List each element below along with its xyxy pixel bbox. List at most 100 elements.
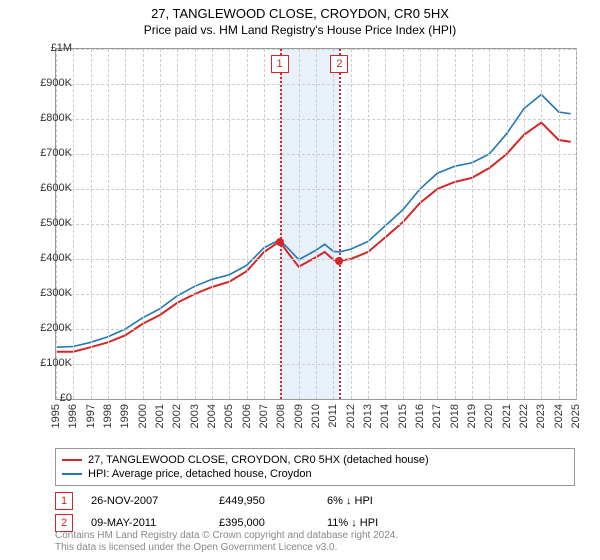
- x-axis-label: 2006: [241, 404, 253, 428]
- x-axis-label: 2009: [293, 404, 305, 428]
- legend-item: HPI: Average price, detached house, Croy…: [62, 467, 568, 481]
- x-axis-label: 2019: [466, 404, 478, 428]
- sale-delta: 6% ↓ HPI: [327, 495, 373, 507]
- gridline-vertical: [73, 49, 74, 399]
- x-axis-label: 1997: [85, 404, 97, 428]
- gridline-vertical: [333, 49, 334, 399]
- y-axis-label: £700K: [22, 147, 72, 159]
- gridline-vertical: [125, 49, 126, 399]
- x-axis-label: 2004: [206, 404, 218, 428]
- legend-label: 27, TANGLEWOOD CLOSE, CROYDON, CR0 5HX (…: [88, 454, 429, 466]
- y-axis-label: £0: [22, 392, 72, 404]
- x-axis-label: 2008: [275, 404, 287, 428]
- gridline-vertical: [229, 49, 230, 399]
- legend-label: HPI: Average price, detached house, Croy…: [88, 468, 312, 480]
- x-axis-label: 1998: [102, 404, 114, 428]
- sale-marker-label: 2: [330, 55, 348, 73]
- y-axis-label: £500K: [22, 217, 72, 229]
- gridline-vertical: [247, 49, 248, 399]
- x-axis-label: 2005: [223, 404, 235, 428]
- gridline-vertical: [455, 49, 456, 399]
- gridline-vertical: [264, 49, 265, 399]
- chart-title: 27, TANGLEWOOD CLOSE, CROYDON, CR0 5HX: [0, 0, 600, 21]
- sale-marker-line: [280, 49, 282, 399]
- x-axis-label: 2002: [171, 404, 183, 428]
- series-price_paid: [56, 123, 571, 352]
- gridline-vertical: [91, 49, 92, 399]
- sale-row: 126-NOV-2007£449,9506% ↓ HPI: [55, 490, 575, 512]
- legend-item: 27, TANGLEWOOD CLOSE, CROYDON, CR0 5HX (…: [62, 453, 568, 467]
- gridline-vertical: [507, 49, 508, 399]
- gridline-vertical: [437, 49, 438, 399]
- gridline-vertical: [489, 49, 490, 399]
- x-axis-label: 2025: [570, 404, 582, 428]
- sale-marker-label: 1: [271, 55, 289, 73]
- sale-price: £395,000: [219, 517, 309, 529]
- gridline-vertical: [472, 49, 473, 399]
- x-axis-label: 2022: [518, 404, 530, 428]
- x-axis-label: 1996: [67, 404, 79, 428]
- gridline-vertical: [385, 49, 386, 399]
- x-axis-label: 2011: [327, 404, 339, 428]
- sale-price: £449,950: [219, 495, 309, 507]
- x-axis-label: 1995: [50, 404, 62, 428]
- y-axis-label: £600K: [22, 182, 72, 194]
- chart-legend: 27, TANGLEWOOD CLOSE, CROYDON, CR0 5HX (…: [55, 448, 575, 486]
- gridline-vertical: [160, 49, 161, 399]
- gridline-vertical: [541, 49, 542, 399]
- x-axis-label: 2015: [397, 404, 409, 428]
- footer-line-1: Contains HM Land Registry data © Crown c…: [55, 530, 575, 542]
- y-axis-label: £800K: [22, 112, 72, 124]
- legend-swatch: [62, 473, 82, 475]
- x-axis-label: 2012: [345, 404, 357, 428]
- x-axis-label: 2016: [414, 404, 426, 428]
- gridline-vertical: [212, 49, 213, 399]
- gridline-vertical: [108, 49, 109, 399]
- sale-marker-line: [339, 49, 341, 399]
- x-axis-label: 2003: [189, 404, 201, 428]
- legend-swatch: [62, 459, 82, 461]
- footer-line-2: This data is licensed under the Open Gov…: [55, 542, 575, 554]
- gridline-vertical: [351, 49, 352, 399]
- y-axis-label: £1M: [22, 42, 72, 54]
- x-axis-label: 2020: [483, 404, 495, 428]
- page: 27, TANGLEWOOD CLOSE, CROYDON, CR0 5HX P…: [0, 0, 600, 560]
- y-axis-label: £300K: [22, 287, 72, 299]
- y-axis-label: £900K: [22, 77, 72, 89]
- gridline-vertical: [403, 49, 404, 399]
- x-axis-label: 2013: [362, 404, 374, 428]
- gridline-vertical: [316, 49, 317, 399]
- x-axis-label: 2021: [501, 404, 513, 428]
- x-axis-label: 2010: [310, 404, 322, 428]
- gridline-vertical: [576, 49, 577, 399]
- x-axis-label: 2014: [379, 404, 391, 428]
- gridline-vertical: [524, 49, 525, 399]
- gridline-vertical: [299, 49, 300, 399]
- x-axis-label: 2018: [449, 404, 461, 428]
- sale-date: 09-MAY-2011: [91, 517, 201, 529]
- sale-delta: 11% ↓ HPI: [327, 517, 378, 529]
- x-axis-label: 1999: [119, 404, 131, 428]
- gridline-vertical: [559, 49, 560, 399]
- chart-subtitle: Price paid vs. HM Land Registry's House …: [0, 21, 600, 41]
- sale-point-dot: [335, 257, 343, 265]
- series-hpi: [56, 95, 571, 348]
- sales-table: 126-NOV-2007£449,9506% ↓ HPI209-MAY-2011…: [55, 490, 575, 534]
- y-axis-label: £400K: [22, 252, 72, 264]
- x-axis-label: 2007: [258, 404, 270, 428]
- sale-marker-ref: 1: [55, 492, 73, 510]
- x-axis-label: 2001: [154, 404, 166, 428]
- gridline-vertical: [143, 49, 144, 399]
- x-axis-label: 2017: [431, 404, 443, 428]
- y-axis-label: £200K: [22, 322, 72, 334]
- x-axis-label: 2023: [535, 404, 547, 428]
- data-attribution: Contains HM Land Registry data © Crown c…: [55, 530, 575, 554]
- gridline-vertical: [177, 49, 178, 399]
- chart-plot-area: 12: [55, 48, 577, 400]
- x-axis-label: 2000: [137, 404, 149, 428]
- gridline-vertical: [368, 49, 369, 399]
- sale-point-dot: [276, 238, 284, 246]
- gridline-vertical: [195, 49, 196, 399]
- y-axis-label: £100K: [22, 357, 72, 369]
- x-axis-label: 2024: [553, 404, 565, 428]
